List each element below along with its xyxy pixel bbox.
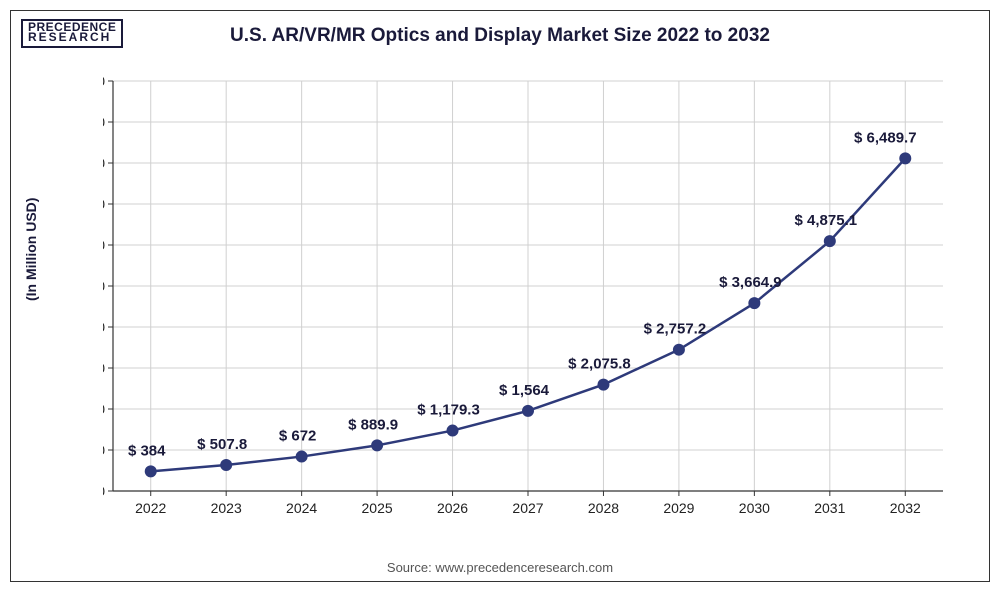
y-tick-label: 1,600 bbox=[103, 401, 105, 417]
data-point-label: $ 2,075.8 bbox=[568, 356, 631, 373]
y-tick-label: 2,400 bbox=[103, 360, 105, 376]
x-tick-label: 2022 bbox=[135, 500, 166, 516]
data-point-label: $ 4,875.1 bbox=[795, 212, 858, 229]
data-point-label: $ 3,664.9 bbox=[719, 274, 782, 291]
data-point-label: $ 889.9 bbox=[348, 416, 398, 433]
x-tick-label: 2030 bbox=[739, 500, 770, 516]
chart-title: U.S. AR/VR/MR Optics and Display Market … bbox=[11, 25, 989, 47]
y-tick-label: 0 bbox=[103, 483, 105, 499]
data-point-label: $ 2,757.2 bbox=[644, 321, 707, 338]
data-point-label: $ 384 bbox=[128, 442, 166, 459]
data-point-label: $ 1,179.3 bbox=[417, 402, 480, 419]
x-tick-label: 2028 bbox=[588, 500, 619, 516]
data-point-label: $ 1,564 bbox=[499, 382, 550, 399]
y-tick-label: 4,800 bbox=[103, 237, 105, 253]
y-tick-label: 8,000 bbox=[103, 73, 105, 89]
chart-frame: PRECEDENCE RESEARCH U.S. AR/VR/MR Optics… bbox=[10, 10, 990, 582]
source-text: Source: www.precedenceresearch.com bbox=[11, 560, 989, 575]
x-tick-label: 2026 bbox=[437, 500, 468, 516]
x-tick-label: 2031 bbox=[814, 500, 845, 516]
x-tick-label: 2027 bbox=[512, 500, 543, 516]
chart-plot: $ 384 $ 507.8 $ 672 $ 889.9 $ 1,179.3 $ 1,564… bbox=[103, 71, 963, 531]
y-tick-label: 800 bbox=[103, 442, 105, 458]
y-tick-label: 3,200 bbox=[103, 319, 105, 335]
x-tick-label: 2024 bbox=[286, 500, 317, 516]
x-tick-label: 2025 bbox=[362, 500, 393, 516]
data-point-label: $ 672 bbox=[279, 428, 317, 445]
y-tick-label: 4,000 bbox=[103, 278, 105, 294]
y-axis-label: (In Million USD) bbox=[23, 198, 39, 301]
data-point-label: $ 507.8 bbox=[197, 436, 247, 453]
y-tick-label: 7,200 bbox=[103, 114, 105, 130]
x-tick-label: 2029 bbox=[663, 500, 694, 516]
y-tick-label: 6,400 bbox=[103, 155, 105, 171]
data-point-label: $ 6,489.7 bbox=[854, 129, 917, 146]
y-tick-label: 5,600 bbox=[103, 196, 105, 212]
x-tick-label: 2032 bbox=[890, 500, 921, 516]
x-tick-label: 2023 bbox=[211, 500, 242, 516]
